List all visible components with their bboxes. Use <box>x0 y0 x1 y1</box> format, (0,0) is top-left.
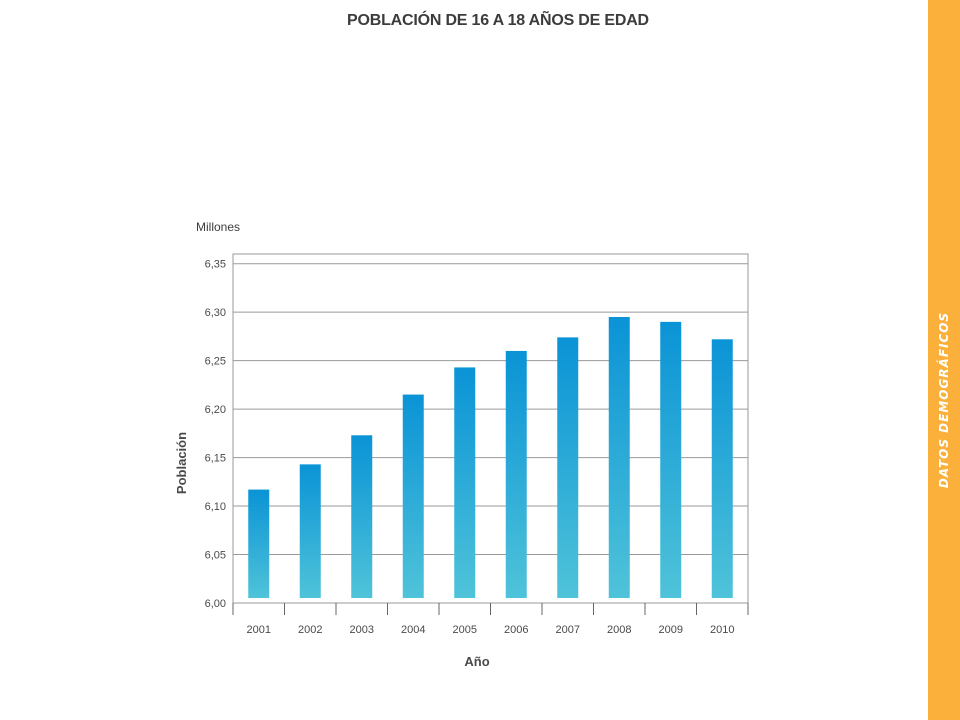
axis-labels: 6,00 6,05 6,10 6,15 6,20 6,25 6,30 6,35 2001 2002… <box>174 220 734 669</box>
bar-2001 <box>248 489 270 598</box>
x-tick-label: 2001 <box>247 624 271 636</box>
bar-2010 <box>711 339 733 598</box>
x-tick-label: 2004 <box>401 624 425 636</box>
bar-2008 <box>608 317 630 598</box>
side-band <box>928 0 960 720</box>
bar-2004 <box>402 394 424 598</box>
y-tick-label: 6,25 <box>205 356 226 368</box>
x-tick-label: 2008 <box>607 624 631 636</box>
bar-2002 <box>299 464 321 598</box>
y-tick-label: 6,05 <box>205 550 226 562</box>
page-title: POBLACIÓN DE 16 A 18 AÑOS DE EDAD <box>347 12 649 29</box>
y-tick-label: 6,00 <box>205 598 226 610</box>
y-tick-label: 6,15 <box>205 453 226 465</box>
bar-2006 <box>505 350 527 598</box>
bar-2005 <box>454 367 476 598</box>
y-tick-label: 6,30 <box>205 307 226 319</box>
y-tick-label: 6,10 <box>205 501 226 513</box>
x-tick-label: 2009 <box>659 624 683 636</box>
unit-label: Millones <box>196 220 240 234</box>
x-axis-title: Año <box>464 654 489 669</box>
y-tick-label: 6,35 <box>205 259 226 271</box>
bar-2007 <box>557 337 579 598</box>
x-tick-label: 2010 <box>710 624 734 636</box>
bar-2009 <box>660 321 682 598</box>
x-tick-label: 2007 <box>556 624 580 636</box>
x-tick-label: 2006 <box>504 624 528 636</box>
x-tick-label: 2003 <box>350 624 374 636</box>
y-axis-title: Población <box>174 432 189 494</box>
bars <box>248 317 733 598</box>
y-tick-label: 6,20 <box>205 404 226 416</box>
bar-2003 <box>351 435 373 598</box>
side-label: DATOS DEMOGRÁFICOS <box>937 311 951 489</box>
bar-chart: 6,00 6,05 6,10 6,15 6,20 6,25 6,30 6,35 2001 2002… <box>174 220 749 669</box>
x-tick-label: 2002 <box>298 624 322 636</box>
axis-ticks <box>232 603 749 615</box>
x-tick-label: 2005 <box>453 624 477 636</box>
